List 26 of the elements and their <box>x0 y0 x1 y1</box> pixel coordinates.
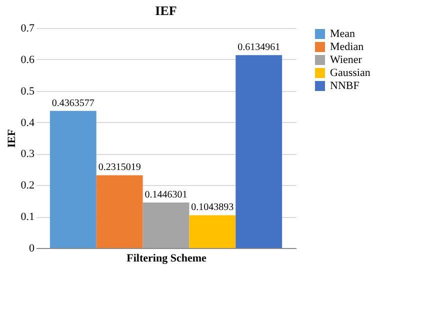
x-axis-title: Filtering Scheme <box>126 252 206 264</box>
chart-title: IEF <box>155 3 177 18</box>
y-axis-title: IEF <box>6 129 18 148</box>
y-tick-label: 0.7 <box>20 22 35 34</box>
legend-label: NNBF <box>330 80 360 92</box>
data-label: 0.4363577 <box>52 98 94 109</box>
legend-label: Gaussian <box>330 67 371 79</box>
y-tick-label: 0.4 <box>20 116 35 129</box>
bar <box>142 202 190 248</box>
data-label: 0.1043893 <box>191 202 234 214</box>
bar <box>236 55 282 248</box>
bar <box>50 110 96 248</box>
y-tick-label: 0.3 <box>20 148 35 160</box>
y-tick-label: 0.5 <box>20 85 35 98</box>
y-tick-label: 0.2 <box>20 180 34 192</box>
y-tick-label: 0 <box>29 242 35 254</box>
legend-label: Median <box>330 41 364 53</box>
bar <box>96 175 143 248</box>
y-tick-label: 0.1 <box>20 211 34 224</box>
data-label: 0.6134961 <box>238 42 280 54</box>
y-tick-label: 0.6 <box>20 54 35 66</box>
bar <box>189 215 236 248</box>
data-label: 0.1446301 <box>144 190 188 201</box>
legend-label: Wiener <box>330 54 362 66</box>
legend-label: Mean <box>330 28 356 40</box>
data-label: 0.2315019 <box>98 162 141 174</box>
